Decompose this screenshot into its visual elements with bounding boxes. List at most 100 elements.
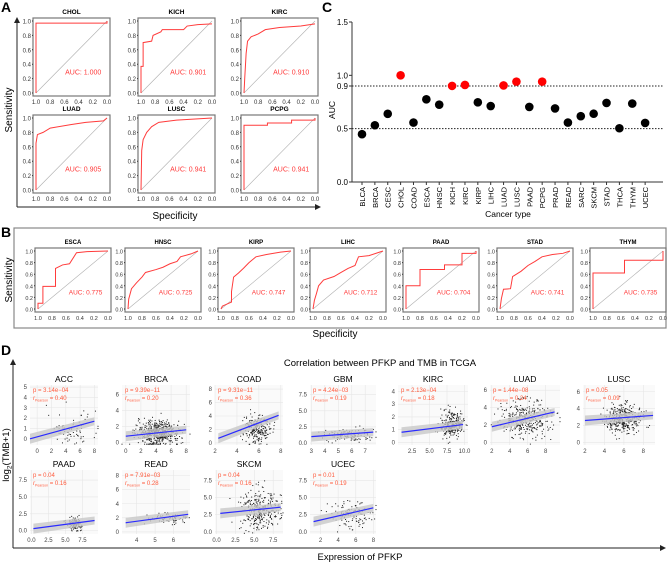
x-tick-label: STAD	[603, 186, 612, 206]
y-tick-label: 0	[116, 441, 120, 447]
data-point	[541, 430, 543, 432]
y-tick-label: 1	[24, 426, 28, 432]
data-point	[542, 408, 544, 410]
data-point	[505, 410, 507, 412]
data-point	[240, 502, 242, 504]
data-point	[618, 411, 620, 413]
plot-frame	[32, 17, 111, 97]
data-point	[136, 425, 138, 427]
data-point	[170, 426, 172, 428]
data-point	[257, 527, 259, 529]
data-point	[546, 420, 548, 422]
data-point	[163, 425, 165, 427]
data-point	[527, 428, 529, 430]
data-point	[255, 493, 257, 495]
y-tick-label: 0.2	[128, 77, 137, 83]
data-point	[251, 500, 253, 502]
data-point	[359, 425, 361, 427]
data-point	[245, 440, 247, 442]
data-point	[269, 500, 271, 502]
y-tick-label: 0.4	[128, 160, 137, 166]
data-point	[154, 423, 156, 425]
x-axis-title: Specificity	[312, 329, 357, 340]
data-point	[281, 514, 283, 516]
r-symbol: r	[313, 396, 316, 402]
r-symbol: r	[493, 396, 496, 402]
data-point	[614, 434, 616, 436]
data-point	[256, 436, 258, 438]
data-point	[80, 526, 82, 528]
y-tick-label: 1.5	[337, 18, 349, 27]
data-point	[255, 515, 257, 517]
data-point	[165, 425, 167, 427]
data-point	[260, 440, 262, 442]
data-point	[628, 422, 630, 424]
data-point	[162, 438, 164, 440]
data-point	[135, 424, 137, 426]
data-point	[442, 438, 444, 440]
auc-label: AUC: 0.725	[159, 290, 193, 297]
data-point	[457, 436, 459, 438]
x-tick-label: PRAD	[551, 186, 560, 207]
x-tick-label: 0.8	[231, 316, 239, 322]
data-point	[361, 502, 363, 504]
x-tick-label: 0.6	[165, 197, 174, 203]
x-tick-label: 5.0	[61, 538, 70, 544]
diagonal-reference-line	[37, 250, 109, 310]
data-point	[138, 418, 140, 420]
data-point	[440, 417, 442, 419]
y-tick-label: 0.8	[128, 131, 137, 137]
data-point	[633, 434, 635, 436]
x-tick-label: 6	[526, 449, 530, 455]
data-point	[453, 414, 455, 416]
data-point	[621, 407, 623, 409]
data-point	[65, 401, 67, 403]
data-point	[520, 428, 522, 430]
x-tick-label: 1.0	[309, 316, 317, 322]
data-point	[93, 437, 95, 439]
data-point	[138, 418, 140, 420]
data-point	[261, 432, 263, 434]
data-point	[348, 521, 350, 523]
data-point	[246, 417, 248, 419]
x-tick-label: 0.0	[566, 316, 574, 322]
data-point	[528, 433, 530, 435]
data-point	[74, 527, 76, 529]
data-point	[533, 401, 535, 403]
data-point	[250, 432, 252, 434]
data-point	[374, 518, 376, 520]
diagonal-reference-line	[35, 117, 108, 191]
data-point	[259, 520, 261, 522]
data-point	[512, 413, 514, 415]
data-point	[504, 416, 506, 418]
data-point	[252, 515, 254, 517]
data-point	[262, 525, 264, 527]
data-point	[153, 443, 155, 445]
data-point	[635, 431, 637, 433]
data-point	[280, 494, 282, 496]
data-point	[258, 440, 260, 442]
data-point	[630, 410, 632, 412]
data-point	[520, 412, 522, 414]
x-tick-label: 1.0	[124, 316, 132, 322]
data-point	[173, 520, 175, 522]
data-point	[633, 403, 635, 405]
data-point	[150, 427, 152, 429]
data-point	[341, 505, 343, 507]
data-point	[365, 438, 367, 440]
data-point	[161, 439, 163, 441]
data-point	[269, 495, 271, 497]
data-point	[524, 408, 526, 410]
data-point	[353, 516, 355, 518]
data-point	[530, 429, 532, 431]
data-point	[243, 519, 245, 521]
data-point	[441, 414, 443, 416]
data-point	[158, 443, 160, 445]
data-point	[533, 404, 535, 406]
data-point	[536, 399, 538, 401]
data-point	[349, 528, 351, 530]
data-point	[613, 423, 615, 425]
r-pearson: rPearson = 0.28	[125, 481, 159, 488]
data-point	[255, 522, 257, 524]
